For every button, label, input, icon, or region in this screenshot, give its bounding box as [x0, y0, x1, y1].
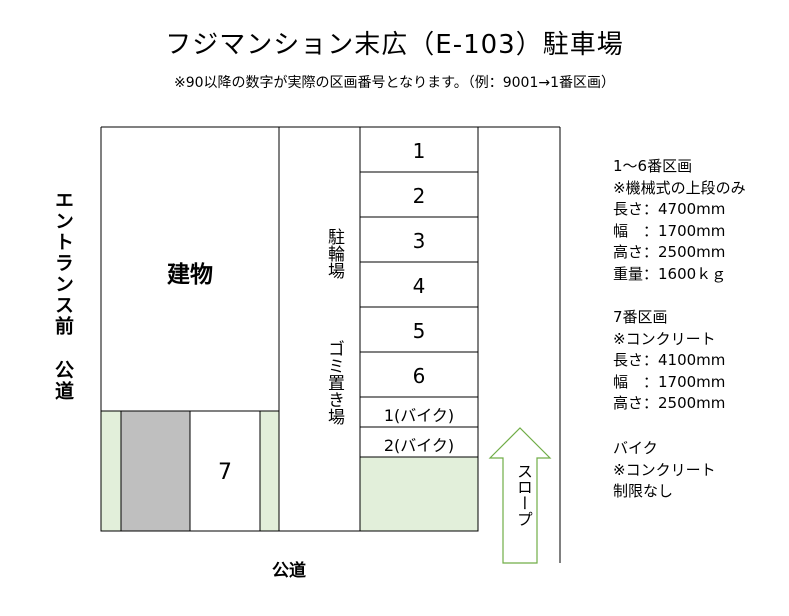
green-strip-left — [100, 410, 122, 532]
numbering-note: ※90以降の数字が実際の区画番号となります。（例：9001→1番区画） — [174, 75, 615, 91]
info-line: ※コンクリート — [613, 329, 716, 348]
lot-1-label: 1 — [412, 139, 426, 163]
slope-arrow — [488, 427, 552, 564]
lot-3-label: 3 — [412, 229, 426, 253]
info-line: 高さ：2500mm — [613, 243, 726, 261]
lot-5-label: 5 — [412, 319, 426, 343]
bike-parking-label: 駐輪場 — [324, 228, 344, 279]
slope-label: スロープ — [514, 463, 533, 527]
green-area-bottom — [359, 456, 479, 532]
info-line: ※機械式の上段のみ — [613, 178, 746, 197]
lot-2-label: 2 — [412, 184, 426, 208]
page-title: フジマンション末広（E-103）駐車場 — [165, 30, 624, 60]
road-bottom-label: 公道 — [272, 561, 306, 581]
entrance-label: エントランス前 — [52, 190, 74, 337]
info-line: 制限なし — [613, 482, 674, 500]
road-left-label: 公道 — [52, 360, 74, 402]
info-line: ※コンクリート — [613, 460, 716, 479]
info-group-bike: バイク ※コンクリート 制限なし — [613, 438, 716, 503]
green-strip-right — [259, 410, 280, 532]
garbage-area-label: ゴミ置き場 — [324, 340, 344, 425]
lot-4-label: 4 — [412, 274, 426, 298]
bike-lot-1-label: 1(バイク) — [383, 406, 455, 425]
info-line: 1～6番区画 — [613, 157, 693, 175]
gray-area — [120, 410, 191, 532]
info-group-lot7: 7番区画 ※コンクリート 長さ：4100mm 幅 ：1700mm 高さ：2500… — [613, 307, 725, 415]
building-label: 建物 — [167, 262, 213, 288]
info-line: 長さ：4100mm — [613, 351, 726, 369]
info-line: バイク — [613, 439, 658, 457]
info-line: 幅 ：1700mm — [613, 372, 726, 391]
info-line: 重量：1600ｋｇ — [613, 264, 727, 283]
lot-7-box — [189, 410, 261, 532]
info-group-mechanical: 1～6番区画 ※機械式の上段のみ 長さ：4700mm 幅 ：1700mm 高さ：… — [613, 156, 746, 285]
info-line: 高さ：2500mm — [613, 394, 726, 412]
lot-7-label: 7 — [218, 460, 232, 485]
info-line: 幅 ：1700mm — [613, 221, 726, 240]
lot-6-label: 6 — [412, 364, 426, 388]
bike-lot-2-label: 2(バイク) — [383, 436, 455, 455]
info-line: 7番区画 — [613, 308, 668, 326]
info-line: 長さ：4700mm — [613, 200, 726, 218]
